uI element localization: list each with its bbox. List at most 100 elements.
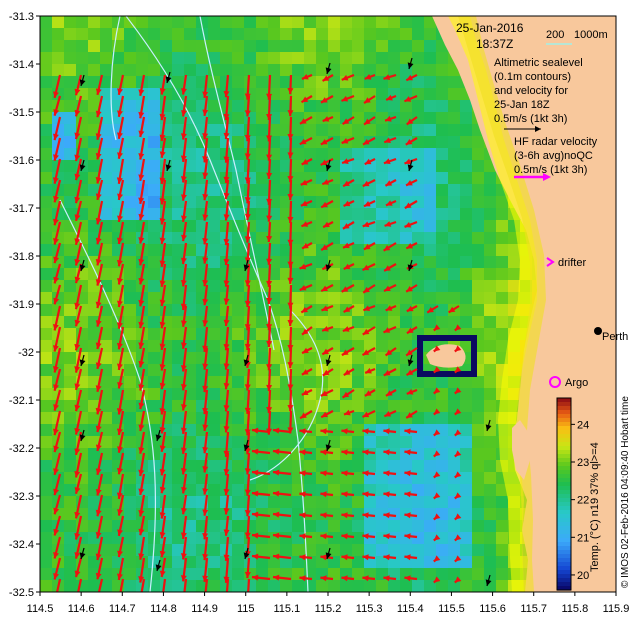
sst-cell <box>232 400 244 412</box>
velocity-arrow <box>95 158 104 184</box>
sst-cell <box>484 472 496 484</box>
sst-cell <box>208 496 220 508</box>
velocity-arrow <box>405 179 418 187</box>
velocity-arrow <box>159 368 167 390</box>
velocity-arrow <box>74 410 83 435</box>
sst-cell <box>412 436 424 448</box>
sst-cell <box>40 280 52 292</box>
velocity-arrow <box>362 449 376 456</box>
sst-cell <box>148 112 160 124</box>
velocity-arrow <box>342 221 355 230</box>
sst-cell <box>424 544 436 556</box>
sst-cell <box>460 232 472 244</box>
sst-cell <box>64 496 76 508</box>
velocity-arrow <box>404 575 418 582</box>
velocity-arrow <box>299 512 313 519</box>
sst-cell <box>40 16 52 28</box>
sst-cell <box>496 208 508 220</box>
velocity-arrow <box>117 494 125 516</box>
sst-cell <box>436 196 448 208</box>
sst-cell <box>412 160 424 172</box>
sst-cell <box>304 544 316 556</box>
velocity-arrow <box>266 347 273 371</box>
velocity-arrow <box>321 347 334 356</box>
velocity-arrow <box>95 74 104 96</box>
sst-cell <box>208 532 220 544</box>
sst-cell <box>376 496 388 508</box>
sst-cell <box>424 556 436 568</box>
sst-cell <box>160 40 172 52</box>
sst-cell <box>40 376 52 388</box>
sst-cell <box>124 556 136 568</box>
velocity-arrow <box>244 410 251 436</box>
sst-cell <box>304 184 316 196</box>
sst-cell <box>412 544 424 556</box>
sst-cell <box>460 532 472 544</box>
sst-cell <box>160 184 172 196</box>
sst-cell <box>280 532 292 544</box>
sst-cell <box>508 280 520 292</box>
sst-cell <box>40 400 52 412</box>
sst-cell <box>364 52 376 64</box>
sst-cell <box>412 520 424 532</box>
colorbar-cell <box>557 506 571 511</box>
velocity-arrow <box>117 431 125 453</box>
colorbar-cell <box>557 570 571 575</box>
sst-cell <box>304 508 316 520</box>
sst-cell <box>244 220 256 232</box>
sst-cell <box>100 52 112 64</box>
velocity-arrow <box>383 325 397 334</box>
sst-cell <box>484 412 496 424</box>
sst-cell <box>172 580 184 592</box>
sst-cell <box>100 364 112 376</box>
sst-cell <box>208 352 220 364</box>
velocity-arrow <box>180 200 188 223</box>
sst-cell <box>268 556 280 568</box>
colorbar-label: Temp. (°C) n19 37% ql>=4 <box>589 442 601 572</box>
sst-cell <box>376 292 388 304</box>
sst-cell <box>304 520 316 532</box>
hf-radar-line-1: HF radar velocity <box>514 136 598 148</box>
sst-cell <box>148 40 160 52</box>
sst-cell <box>268 64 280 76</box>
sst-cell <box>460 220 472 232</box>
sst-cell <box>256 220 268 232</box>
sst-cell <box>64 544 76 556</box>
sst-cell <box>436 172 448 184</box>
sst-cell <box>412 184 424 196</box>
sst-cell <box>328 268 340 280</box>
sst-cell <box>280 556 292 568</box>
velocity-arrow <box>165 71 172 84</box>
sst-cell <box>424 16 436 28</box>
sst-cell <box>280 436 292 448</box>
sst-cell <box>448 580 460 592</box>
sst-cell <box>340 436 352 448</box>
velocity-arrow <box>53 515 62 536</box>
velocity-arrow <box>117 95 125 118</box>
velocity-arrow <box>361 347 376 356</box>
velocity-arrow <box>180 515 188 539</box>
velocity-arrow <box>363 200 376 208</box>
velocity-arrow <box>180 242 188 265</box>
sst-cell <box>88 352 100 364</box>
sst-cell <box>496 556 508 568</box>
sst-cell <box>208 436 220 448</box>
sst-cell <box>208 316 220 328</box>
y-tick-label: -31.3 <box>9 11 34 23</box>
velocity-arrow <box>433 513 441 521</box>
velocity-arrow <box>266 137 273 161</box>
colorbar-cell <box>557 526 571 531</box>
velocity-arrow <box>320 533 334 540</box>
sst-cell <box>232 76 244 88</box>
sst-cell <box>244 16 256 28</box>
sst-cell <box>256 364 268 376</box>
sst-cell <box>268 232 280 244</box>
velocity-arrow <box>454 408 462 416</box>
sst-cell <box>460 316 472 328</box>
sst-cell <box>64 184 76 196</box>
sst-cell <box>328 484 340 496</box>
sst-cell <box>184 28 196 40</box>
sst-cell <box>100 376 112 388</box>
sst-cell <box>280 40 292 52</box>
sst-cell <box>148 124 160 136</box>
